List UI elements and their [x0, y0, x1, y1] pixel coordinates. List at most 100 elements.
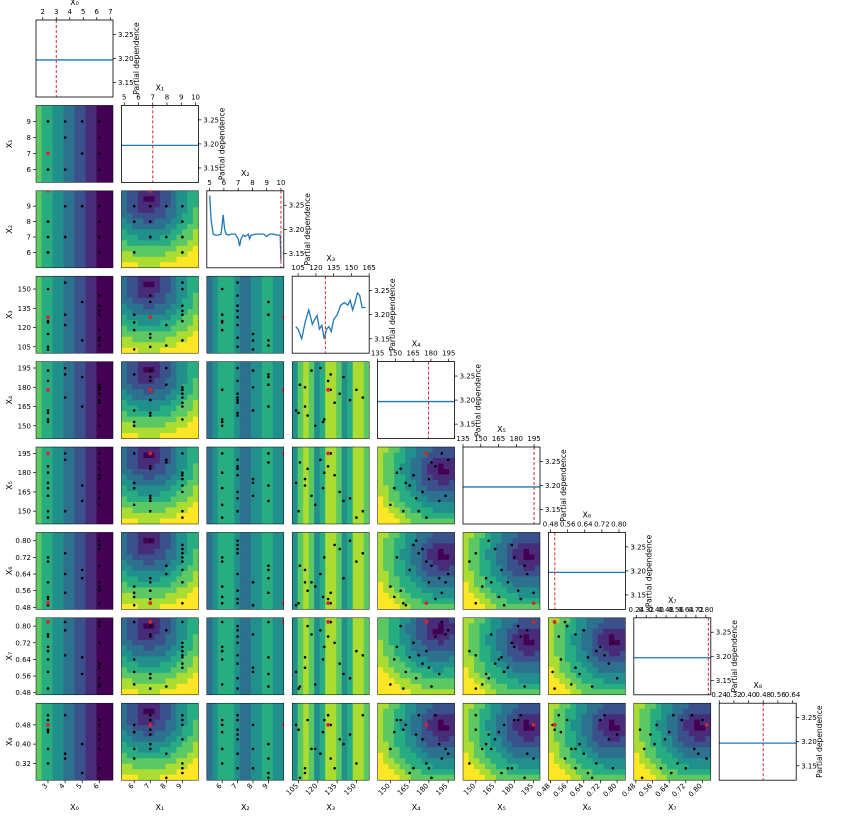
sample-point: [133, 373, 136, 376]
contour-cell: [69, 207, 75, 213]
contour-cell: [58, 508, 64, 514]
contour-cell: [347, 378, 353, 384]
contour-cell: [47, 309, 53, 315]
contour-cell: [165, 513, 171, 519]
contour-cell: [138, 480, 144, 486]
contour-cell: [273, 342, 279, 348]
contour-cell: [298, 475, 304, 481]
contour-cell: [69, 229, 75, 235]
contour-cell: [64, 246, 70, 252]
contour-cell: [121, 378, 127, 384]
sample-point: [47, 560, 50, 563]
contour-cell: [320, 373, 326, 379]
contour-cell: [278, 304, 284, 310]
contour-cell: [182, 257, 188, 263]
contour-cell: [75, 309, 81, 315]
contour-cell: [303, 389, 309, 395]
contour-cell: [336, 502, 342, 508]
contour-cell: [314, 378, 320, 384]
contour-cell: [138, 560, 144, 566]
contour-cell: [251, 342, 257, 348]
contour-cell: [251, 417, 257, 423]
sample-point: [81, 405, 84, 408]
contour-cell: [262, 373, 268, 379]
contour-cell: [400, 593, 406, 599]
contour-cell: [97, 224, 103, 230]
contour-cell: [314, 549, 320, 555]
panel-4-4: [378, 362, 455, 439]
contour-cell: [273, 513, 279, 519]
contour-cell: [309, 417, 315, 423]
contour-cell: [53, 177, 59, 183]
contour-cell: [212, 519, 218, 525]
contour-cell: [42, 565, 48, 571]
contour-cell: [127, 480, 133, 486]
contour-cell: [86, 651, 92, 657]
contour-cell: [132, 576, 138, 582]
contour-cell: [298, 549, 304, 555]
contour-cell: [320, 582, 326, 588]
contour-cell: [394, 491, 400, 497]
contour-cell: [427, 593, 433, 599]
contour-cell: [240, 560, 246, 566]
contour-cell: [212, 508, 218, 514]
sample-point: [475, 552, 478, 555]
contour-cell: [207, 582, 213, 588]
contour-cell: [320, 400, 326, 406]
contour-cell: [108, 549, 114, 555]
contour-cell: [229, 576, 235, 582]
contour-cell: [193, 384, 199, 390]
contour-cell: [53, 262, 59, 268]
sample-point: [98, 136, 101, 139]
sample-point: [149, 236, 152, 239]
contour-cell: [80, 293, 86, 299]
contour-cell: [411, 508, 417, 514]
contour-cell: [378, 532, 384, 538]
contour-cell: [331, 549, 337, 555]
contour-cell: [193, 262, 199, 268]
contour-cell: [75, 160, 81, 166]
contour-cell: [160, 422, 166, 428]
contour-cell: [212, 406, 218, 412]
contour-cell: [149, 282, 155, 288]
contour-cell: [102, 320, 108, 326]
contour-cell: [154, 320, 160, 326]
contour-cell: [108, 378, 114, 384]
contour-cell: [336, 480, 342, 486]
contour-cell: [331, 538, 337, 544]
contour-cell: [80, 282, 86, 288]
contour-cell: [80, 395, 86, 401]
contour-cell: [342, 519, 348, 525]
contour-cell: [53, 464, 59, 470]
contour-cell: [75, 400, 81, 406]
contour-cell: [518, 571, 524, 577]
contour-cell: [383, 576, 389, 582]
contour-cell: [80, 549, 86, 555]
contour-cell: [132, 433, 138, 439]
contour-cell: [218, 378, 224, 384]
contour-cell: [154, 519, 160, 525]
contour-cell: [75, 218, 81, 224]
sample-point: [149, 294, 152, 297]
contour-cell: [36, 576, 42, 582]
contour-cell: [138, 235, 144, 241]
contour-cell: [97, 144, 103, 150]
contour-cell: [102, 549, 108, 555]
contour-cell: [102, 315, 108, 321]
contour-cell: [262, 378, 268, 384]
sample-point: [64, 396, 67, 399]
contour-cell: [262, 447, 268, 453]
contour-cell: [256, 331, 262, 337]
contour-cell: [171, 417, 177, 423]
contour-cell: [138, 458, 144, 464]
contour-cell: [187, 428, 193, 434]
contour-cell: [75, 367, 81, 373]
contour-cell: [480, 560, 486, 566]
contour-cell: [53, 276, 59, 282]
sample-point: [236, 414, 239, 417]
contour-cell: [108, 326, 114, 332]
sample-point: [236, 474, 239, 477]
sample-point: [98, 120, 101, 123]
contour-cell: [102, 298, 108, 304]
contour-cell: [524, 604, 530, 610]
